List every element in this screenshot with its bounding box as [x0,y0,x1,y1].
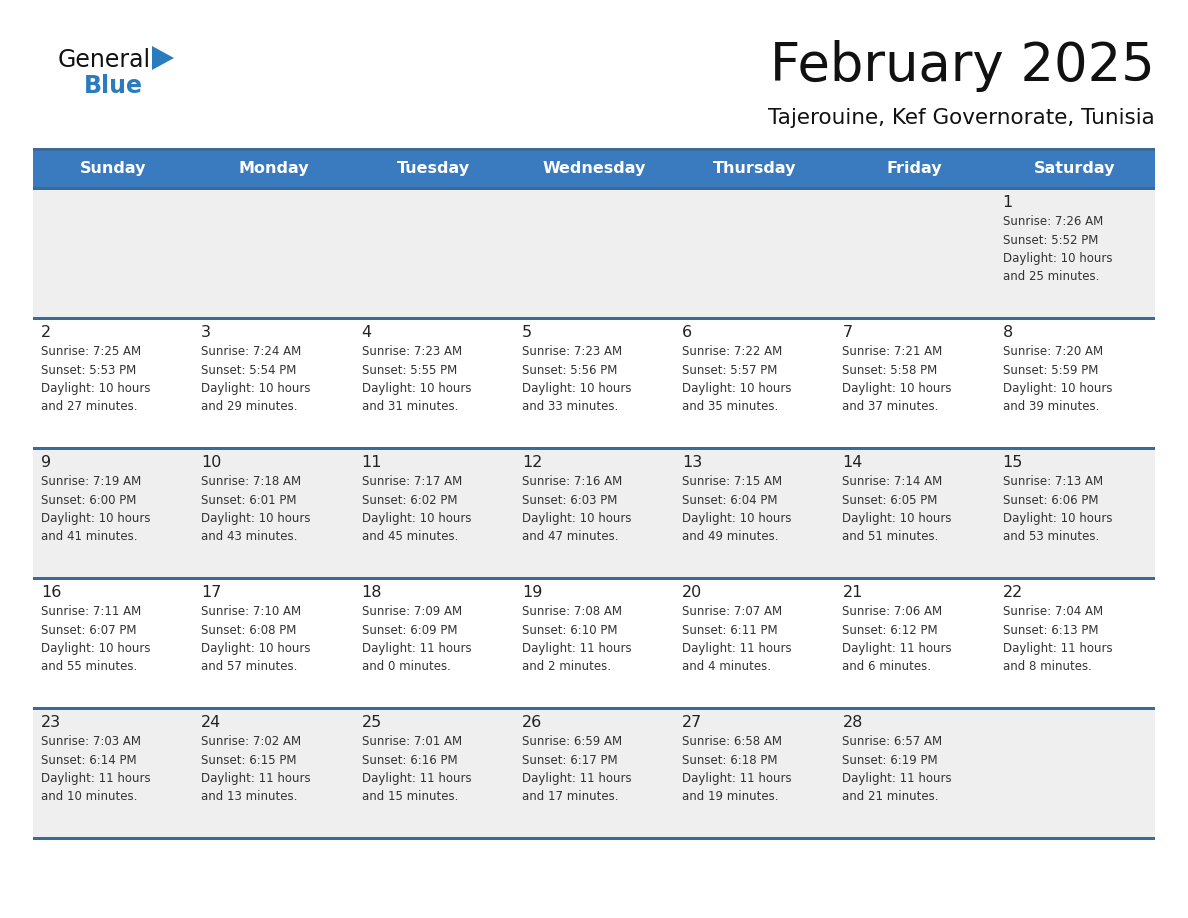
Text: 26: 26 [522,715,542,730]
Bar [33,187,1155,190]
Text: Sunrise: 7:24 AM
Sunset: 5:54 PM
Daylight: 10 hours
and 29 minutes.: Sunrise: 7:24 AM Sunset: 5:54 PM Dayligh… [201,345,311,413]
Text: Friday: Friday [886,162,942,176]
Bar [33,837,1155,840]
Text: Sunrise: 7:17 AM
Sunset: 6:02 PM
Daylight: 10 hours
and 45 minutes.: Sunrise: 7:17 AM Sunset: 6:02 PM Dayligh… [361,475,472,543]
Text: Sunrise: 7:02 AM
Sunset: 6:15 PM
Daylight: 11 hours
and 13 minutes.: Sunrise: 7:02 AM Sunset: 6:15 PM Dayligh… [201,735,311,803]
Text: Sunrise: 7:09 AM
Sunset: 6:09 PM
Daylight: 11 hours
and 0 minutes.: Sunrise: 7:09 AM Sunset: 6:09 PM Dayligh… [361,605,472,674]
Text: Sunrise: 7:18 AM
Sunset: 6:01 PM
Daylight: 10 hours
and 43 minutes.: Sunrise: 7:18 AM Sunset: 6:01 PM Dayligh… [201,475,311,543]
Text: Sunrise: 6:57 AM
Sunset: 6:19 PM
Daylight: 11 hours
and 21 minutes.: Sunrise: 6:57 AM Sunset: 6:19 PM Dayligh… [842,735,952,803]
Bar [33,151,1155,187]
Text: 28: 28 [842,715,862,730]
Text: 9: 9 [42,455,51,470]
Bar [33,447,1155,450]
Text: Sunrise: 7:10 AM
Sunset: 6:08 PM
Daylight: 10 hours
and 57 minutes.: Sunrise: 7:10 AM Sunset: 6:08 PM Dayligh… [201,605,311,674]
Bar [33,317,1155,447]
Text: Sunrise: 7:20 AM
Sunset: 5:59 PM
Daylight: 10 hours
and 39 minutes.: Sunrise: 7:20 AM Sunset: 5:59 PM Dayligh… [1003,345,1112,413]
Text: 22: 22 [1003,585,1023,600]
Text: Sunrise: 7:13 AM
Sunset: 6:06 PM
Daylight: 10 hours
and 53 minutes.: Sunrise: 7:13 AM Sunset: 6:06 PM Dayligh… [1003,475,1112,543]
Text: 3: 3 [201,325,211,340]
Text: Sunrise: 6:59 AM
Sunset: 6:17 PM
Daylight: 11 hours
and 17 minutes.: Sunrise: 6:59 AM Sunset: 6:17 PM Dayligh… [522,735,632,803]
Text: Sunrise: 7:23 AM
Sunset: 5:55 PM
Daylight: 10 hours
and 31 minutes.: Sunrise: 7:23 AM Sunset: 5:55 PM Dayligh… [361,345,472,413]
Text: 11: 11 [361,455,383,470]
Text: 27: 27 [682,715,702,730]
Text: Monday: Monday [238,162,309,176]
Bar [33,577,1155,580]
Bar [33,187,1155,317]
Text: February 2025: February 2025 [770,40,1155,92]
Text: 25: 25 [361,715,381,730]
Text: 8: 8 [1003,325,1013,340]
Text: Wednesday: Wednesday [542,162,646,176]
Text: 6: 6 [682,325,693,340]
Text: 21: 21 [842,585,862,600]
Text: Sunrise: 7:25 AM
Sunset: 5:53 PM
Daylight: 10 hours
and 27 minutes.: Sunrise: 7:25 AM Sunset: 5:53 PM Dayligh… [42,345,151,413]
Text: Tajerouine, Kef Governorate, Tunisia: Tajerouine, Kef Governorate, Tunisia [769,108,1155,128]
Text: 20: 20 [682,585,702,600]
Text: Sunrise: 7:01 AM
Sunset: 6:16 PM
Daylight: 11 hours
and 15 minutes.: Sunrise: 7:01 AM Sunset: 6:16 PM Dayligh… [361,735,472,803]
Text: Tuesday: Tuesday [397,162,470,176]
Text: 4: 4 [361,325,372,340]
Text: Sunrise: 7:26 AM
Sunset: 5:52 PM
Daylight: 10 hours
and 25 minutes.: Sunrise: 7:26 AM Sunset: 5:52 PM Dayligh… [1003,215,1112,284]
Text: Sunrise: 7:11 AM
Sunset: 6:07 PM
Daylight: 10 hours
and 55 minutes.: Sunrise: 7:11 AM Sunset: 6:07 PM Dayligh… [42,605,151,674]
Text: 13: 13 [682,455,702,470]
Text: 17: 17 [201,585,222,600]
Bar [33,707,1155,710]
Bar [33,577,1155,707]
Text: 16: 16 [42,585,62,600]
Bar [33,148,1155,151]
Text: Sunrise: 7:22 AM
Sunset: 5:57 PM
Daylight: 10 hours
and 35 minutes.: Sunrise: 7:22 AM Sunset: 5:57 PM Dayligh… [682,345,791,413]
Text: Sunrise: 7:14 AM
Sunset: 6:05 PM
Daylight: 10 hours
and 51 minutes.: Sunrise: 7:14 AM Sunset: 6:05 PM Dayligh… [842,475,952,543]
Text: 12: 12 [522,455,542,470]
Text: Sunrise: 7:16 AM
Sunset: 6:03 PM
Daylight: 10 hours
and 47 minutes.: Sunrise: 7:16 AM Sunset: 6:03 PM Dayligh… [522,475,631,543]
Text: 5: 5 [522,325,532,340]
Text: 2: 2 [42,325,51,340]
Text: 24: 24 [201,715,221,730]
Text: Saturday: Saturday [1034,162,1116,176]
Text: 15: 15 [1003,455,1023,470]
Text: Sunrise: 7:19 AM
Sunset: 6:00 PM
Daylight: 10 hours
and 41 minutes.: Sunrise: 7:19 AM Sunset: 6:00 PM Dayligh… [42,475,151,543]
Text: 23: 23 [42,715,61,730]
Text: 1: 1 [1003,195,1013,210]
Polygon shape [152,46,173,70]
Text: 19: 19 [522,585,542,600]
Text: Sunrise: 6:58 AM
Sunset: 6:18 PM
Daylight: 11 hours
and 19 minutes.: Sunrise: 6:58 AM Sunset: 6:18 PM Dayligh… [682,735,791,803]
Bar [33,447,1155,577]
Text: Sunrise: 7:15 AM
Sunset: 6:04 PM
Daylight: 10 hours
and 49 minutes.: Sunrise: 7:15 AM Sunset: 6:04 PM Dayligh… [682,475,791,543]
Bar [33,317,1155,320]
Text: General: General [58,48,151,72]
Text: Sunrise: 7:06 AM
Sunset: 6:12 PM
Daylight: 11 hours
and 6 minutes.: Sunrise: 7:06 AM Sunset: 6:12 PM Dayligh… [842,605,952,674]
Text: 7: 7 [842,325,853,340]
Text: 10: 10 [201,455,222,470]
Text: Sunrise: 7:04 AM
Sunset: 6:13 PM
Daylight: 11 hours
and 8 minutes.: Sunrise: 7:04 AM Sunset: 6:13 PM Dayligh… [1003,605,1112,674]
Text: Sunrise: 7:03 AM
Sunset: 6:14 PM
Daylight: 11 hours
and 10 minutes.: Sunrise: 7:03 AM Sunset: 6:14 PM Dayligh… [42,735,151,803]
Bar [33,707,1155,837]
Text: Sunrise: 7:07 AM
Sunset: 6:11 PM
Daylight: 11 hours
and 4 minutes.: Sunrise: 7:07 AM Sunset: 6:11 PM Dayligh… [682,605,791,674]
Text: Thursday: Thursday [713,162,796,176]
Text: Sunrise: 7:23 AM
Sunset: 5:56 PM
Daylight: 10 hours
and 33 minutes.: Sunrise: 7:23 AM Sunset: 5:56 PM Dayligh… [522,345,631,413]
Text: Blue: Blue [84,74,143,98]
Text: Sunrise: 7:08 AM
Sunset: 6:10 PM
Daylight: 11 hours
and 2 minutes.: Sunrise: 7:08 AM Sunset: 6:10 PM Dayligh… [522,605,632,674]
Text: 14: 14 [842,455,862,470]
Text: Sunday: Sunday [80,162,146,176]
Text: 18: 18 [361,585,383,600]
Text: Sunrise: 7:21 AM
Sunset: 5:58 PM
Daylight: 10 hours
and 37 minutes.: Sunrise: 7:21 AM Sunset: 5:58 PM Dayligh… [842,345,952,413]
